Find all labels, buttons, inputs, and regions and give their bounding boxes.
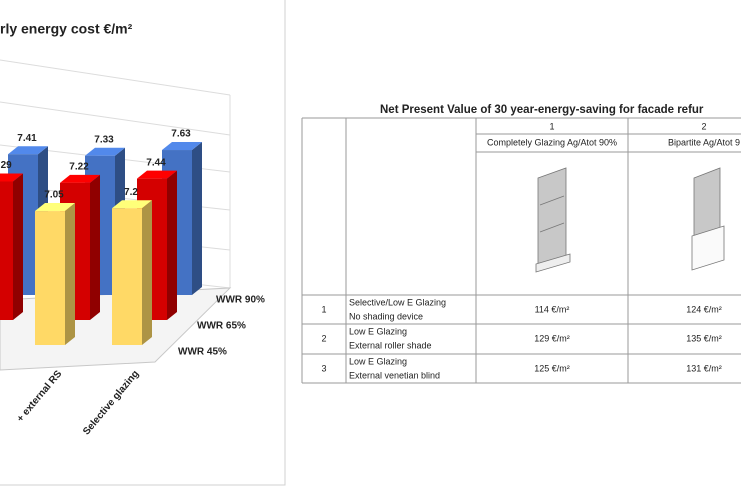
row-label: Low E Glazing <box>349 356 407 366</box>
data-label: 7.44 <box>146 157 166 168</box>
column-number: 1 <box>549 121 554 131</box>
data-label: 7.63 <box>171 129 191 140</box>
data-label: 7.29 <box>0 160 12 171</box>
facade-icon <box>691 167 725 271</box>
column-label: Bipartite Ag/Atot 9 <box>668 137 740 147</box>
bar-front <box>35 211 65 345</box>
cell-value: 124 €/m² <box>686 304 722 314</box>
bar-top <box>0 173 23 182</box>
row-index: 1 <box>321 304 326 314</box>
facade-icon <box>535 167 571 273</box>
row-label: No shading device <box>349 311 423 321</box>
bar-side <box>192 142 202 295</box>
bar-top <box>85 147 125 156</box>
series-label: WWR 90% <box>216 295 265 306</box>
series-label: WWR 65% <box>197 321 246 332</box>
chart-title: rly energy cost €/m² <box>0 21 133 37</box>
bar-side <box>167 170 177 320</box>
table-grid <box>301 117 741 384</box>
data-label: 7.2 <box>124 187 138 198</box>
cell-value: 135 €/m² <box>686 333 722 343</box>
bar-side <box>13 173 23 320</box>
bar-top <box>35 203 75 212</box>
column-number: 2 <box>701 121 706 131</box>
row-index: 3 <box>321 363 326 373</box>
bar-side <box>90 174 100 320</box>
row-label: External roller shade <box>349 340 432 350</box>
bar <box>35 203 75 345</box>
data-label: 7.41 <box>17 133 37 144</box>
cell-value: 131 €/m² <box>686 363 722 373</box>
bar <box>0 173 23 320</box>
chart: rly energy cost €/m² 7.41 7.33 7.63 WWR 90%… <box>0 21 265 437</box>
bar-top <box>137 170 177 179</box>
row-label: Low E Glazing <box>349 326 407 336</box>
data-label: 7.22 <box>69 161 89 172</box>
bar-top <box>60 174 100 183</box>
column-label: Completely Glazing Ag/Atot 90% <box>487 137 617 147</box>
bar-front <box>0 181 13 320</box>
row-index: 2 <box>321 333 326 343</box>
series-label: WWR 45% <box>178 347 227 358</box>
bar-top <box>112 200 152 209</box>
cell-value: 129 €/m² <box>534 333 570 343</box>
table-title: Net Present Value of 30 year-energy-savi… <box>380 104 704 116</box>
row-label: External venetian blind <box>349 370 440 380</box>
bar-top <box>8 146 48 155</box>
cell-value: 125 €/m² <box>534 363 570 373</box>
bar-side <box>142 200 152 345</box>
bar-top <box>162 142 202 151</box>
data-label: 7.33 <box>94 134 114 145</box>
cell-value: 114 €/m² <box>535 304 570 314</box>
bar-side <box>65 203 75 345</box>
bar <box>112 200 152 345</box>
bar-front <box>112 208 142 345</box>
data-label: 7.05 <box>44 190 64 201</box>
row-label: Selective/Low E Glazing <box>349 297 446 307</box>
